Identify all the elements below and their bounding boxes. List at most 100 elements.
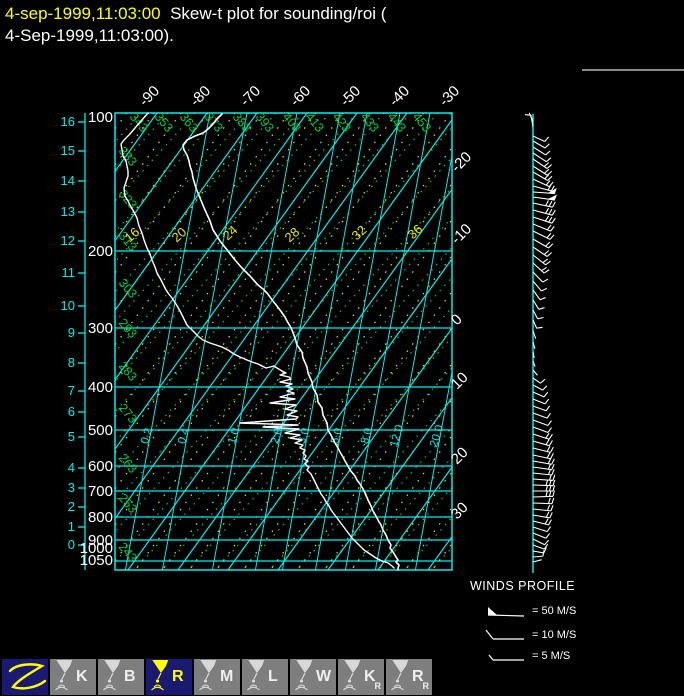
svg-text:24: 24 bbox=[220, 222, 241, 243]
svg-text:303: 303 bbox=[116, 276, 140, 301]
svg-text:600: 600 bbox=[88, 458, 113, 475]
svg-text:-80: -80 bbox=[187, 82, 214, 109]
svg-text:0.4: 0.4 bbox=[176, 426, 192, 445]
toolbar-button-b[interactable]: B bbox=[98, 659, 144, 695]
svg-text:263: 263 bbox=[116, 451, 140, 476]
svg-text:2.0: 2.0 bbox=[269, 427, 285, 446]
svg-text:36: 36 bbox=[405, 221, 426, 242]
svg-text:0: 0 bbox=[448, 311, 466, 329]
title-line2: 4-Sep-1999,11:03:00). bbox=[5, 26, 174, 45]
toolbar-button-kr[interactable]: K R bbox=[338, 659, 384, 695]
svg-text:15: 15 bbox=[61, 143, 75, 158]
legend-row-5ms: = 5 M/S bbox=[484, 648, 674, 664]
svg-text:5: 5 bbox=[68, 429, 75, 444]
toolbar-button-r[interactable]: R bbox=[146, 659, 192, 695]
toolbar: K B R M bbox=[2, 659, 432, 695]
sonde-icon bbox=[103, 660, 121, 691]
toolbar-button-w[interactable]: W bbox=[290, 659, 336, 695]
svg-text:7: 7 bbox=[68, 383, 75, 398]
isotherm-lines bbox=[115, 113, 452, 570]
wind-barb-10-icon bbox=[485, 629, 524, 640]
sonde-icon bbox=[199, 660, 217, 691]
temperature-trace bbox=[182, 113, 400, 571]
legend-row-50ms: = 50 M/S bbox=[484, 603, 674, 619]
sonde-icon bbox=[295, 660, 313, 691]
svg-text:273: 273 bbox=[116, 401, 140, 426]
svg-text:3: 3 bbox=[68, 480, 75, 495]
svg-text:1: 1 bbox=[68, 519, 75, 534]
sonde-icon bbox=[247, 660, 265, 691]
temp-top-labels: -90 -80 -70 -60 -50 -40 -30 bbox=[136, 82, 463, 109]
toolbar-button-m[interactable]: M bbox=[194, 659, 240, 695]
svg-text:400: 400 bbox=[88, 379, 113, 396]
svg-text:10: 10 bbox=[61, 298, 75, 313]
winds-profile-title: WINDS PROFILE bbox=[470, 579, 576, 593]
toolbar-button-zeb[interactable] bbox=[2, 659, 48, 695]
svg-text:-30: -30 bbox=[436, 82, 463, 109]
svg-text:300: 300 bbox=[88, 320, 113, 337]
svg-text:500: 500 bbox=[88, 422, 113, 439]
svg-text:28: 28 bbox=[282, 224, 303, 245]
svg-text:1.0: 1.0 bbox=[226, 427, 242, 446]
svg-text:100: 100 bbox=[88, 109, 113, 126]
toolbar-button-l[interactable]: L bbox=[242, 659, 288, 695]
mixing-ratio-labels: 0.2 0.4 1.0 2.0 3.0 5.0 8.0 12.0 20.0 bbox=[139, 424, 446, 449]
title-text: Skew-t plot for sounding/roi ( bbox=[160, 4, 387, 23]
button-label: L bbox=[268, 668, 278, 685]
svg-text:1000: 1000 bbox=[80, 540, 113, 557]
button-sublabel: R bbox=[374, 681, 382, 691]
legend-label-5ms: = 5 M/S bbox=[532, 650, 571, 662]
window-separator-line bbox=[582, 69, 684, 71]
plot-title: 4-sep-1999,11:03:00 Skew-t plot for soun… bbox=[5, 3, 386, 47]
svg-text:900: 900 bbox=[88, 532, 113, 549]
svg-text:-60: -60 bbox=[287, 82, 314, 109]
pressure-gridlines bbox=[115, 250, 452, 562]
svg-text:-50: -50 bbox=[337, 82, 364, 109]
wind-flag-50-icon bbox=[487, 607, 525, 617]
button-label: R bbox=[412, 668, 424, 685]
svg-text:8.0: 8.0 bbox=[359, 427, 375, 446]
svg-text:12.0: 12.0 bbox=[388, 424, 406, 449]
plot-frame bbox=[114, 112, 453, 571]
wind-profile bbox=[524, 112, 558, 573]
toolbar-button-rr[interactable]: R R bbox=[386, 659, 432, 695]
svg-text:1050: 1050 bbox=[80, 552, 113, 569]
sonde-icon bbox=[55, 660, 73, 691]
legend-row-10ms: = 10 M/S bbox=[484, 627, 674, 643]
sonde-icon bbox=[391, 660, 409, 691]
svg-text:-70: -70 bbox=[237, 82, 264, 109]
svg-text:6: 6 bbox=[68, 404, 75, 419]
mixing-ratio-lines bbox=[124, 113, 452, 570]
title-timestamp: 4-sep-1999,11:03:00 bbox=[5, 4, 161, 23]
button-label: M bbox=[220, 668, 234, 685]
sonde-icon bbox=[151, 660, 169, 691]
svg-text:9: 9 bbox=[68, 325, 75, 340]
svg-text:-90: -90 bbox=[136, 82, 163, 109]
button-label: K bbox=[364, 668, 376, 685]
svg-text:12: 12 bbox=[61, 233, 75, 248]
button-label: R bbox=[172, 668, 184, 685]
svg-text:293: 293 bbox=[116, 316, 140, 341]
svg-text:11: 11 bbox=[62, 265, 76, 280]
legend-label-10ms: = 10 M/S bbox=[532, 629, 577, 641]
svg-text:200: 200 bbox=[88, 243, 113, 260]
svg-text:0.2: 0.2 bbox=[139, 427, 155, 446]
svg-text:800: 800 bbox=[88, 509, 113, 526]
dewpoint-trace bbox=[120, 112, 395, 569]
svg-text:8: 8 bbox=[68, 355, 75, 370]
sonde-icon bbox=[343, 660, 361, 691]
svg-text:2: 2 bbox=[68, 499, 75, 514]
button-sublabel: R bbox=[422, 681, 430, 691]
zeb-logo-icon bbox=[8, 663, 46, 690]
button-label: W bbox=[316, 668, 332, 685]
toolbar-button-k[interactable]: K bbox=[50, 659, 96, 695]
svg-text:13: 13 bbox=[61, 204, 75, 219]
svg-text:283: 283 bbox=[116, 359, 140, 384]
svg-text:-40: -40 bbox=[386, 82, 413, 109]
svg-text:0: 0 bbox=[68, 537, 75, 552]
